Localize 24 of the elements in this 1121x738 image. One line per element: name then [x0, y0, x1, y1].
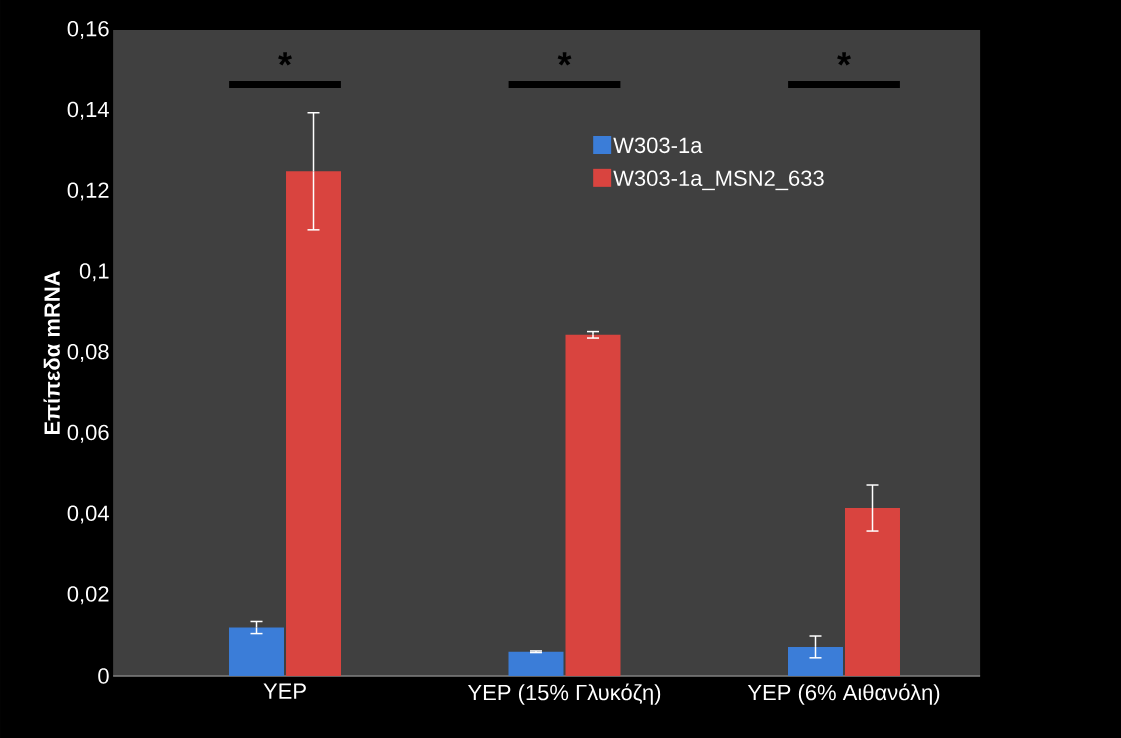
legend-label: W303-1a — [613, 137, 703, 154]
y-tick-label: 0,04 — [67, 505, 109, 524]
x-tick-label: YEP (15% Γλυκόζη) — [467, 683, 661, 705]
bar — [788, 646, 843, 676]
bar — [845, 508, 900, 676]
y-tick-label: 0,1 — [79, 263, 109, 282]
y-tick-label: 0,16 — [67, 20, 109, 40]
bar — [286, 171, 342, 676]
y-tick-label: 0,14 — [67, 101, 109, 120]
y-tick-label: 0,02 — [67, 586, 109, 605]
y-axis-title: Επίπεδα mRNA — [43, 271, 60, 435]
legend-label: W303-1a_MSN2_633 — [613, 170, 824, 191]
bar — [508, 651, 564, 676]
x-tick-label: YEP — [263, 683, 306, 699]
annotation: * — [837, 52, 851, 66]
bar — [565, 334, 621, 676]
annotation: * — [278, 52, 292, 66]
y-tick-label: 0,08 — [67, 343, 109, 363]
bar — [229, 627, 285, 676]
y-tick-label: 0 — [98, 668, 109, 684]
y-tick-label: 0,06 — [67, 424, 109, 443]
y-tick-label: 0,12 — [67, 182, 109, 201]
x-tick-label: YEP (6% Αιθανόλη) — [747, 683, 940, 705]
annotation: * — [557, 52, 572, 66]
